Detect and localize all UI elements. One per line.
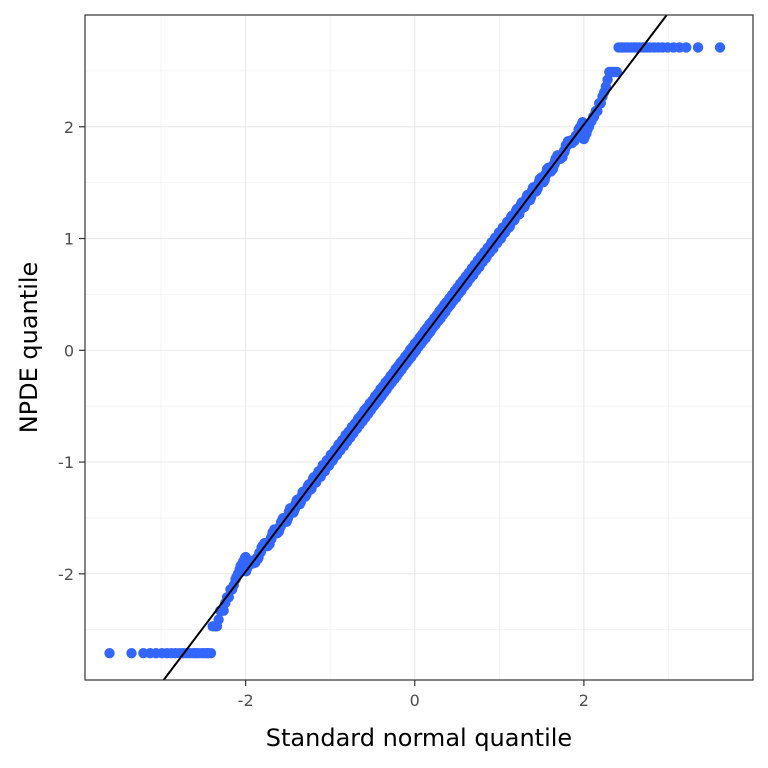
data-point	[104, 647, 115, 659]
y-tick-label: -1	[58, 453, 74, 472]
reference-line	[162, 14, 668, 681]
y-tick-label: 1	[64, 230, 74, 249]
axis-ticks	[79, 126, 585, 686]
minor-gridlines	[85, 15, 753, 680]
data-point	[126, 647, 137, 659]
y-tick-label: 2	[64, 118, 74, 137]
data-point	[205, 647, 217, 659]
data-point	[578, 133, 590, 145]
data-point	[692, 42, 704, 53]
data-point	[240, 551, 251, 563]
data-point	[613, 42, 624, 53]
data-point	[714, 42, 726, 53]
y-tick-label: 0	[64, 341, 74, 360]
data-point	[218, 605, 229, 616]
axis-tick-labels: -2 0 2 -2 -1 0 1 2	[58, 118, 589, 710]
data-point	[213, 614, 224, 625]
data-point	[604, 66, 615, 78]
y-axis-title: NPDE quantile	[15, 262, 43, 434]
data-point	[223, 592, 234, 603]
x-tick-label: 0	[410, 691, 420, 710]
x-tick-label: -2	[238, 691, 254, 710]
x-tick-label: 2	[579, 691, 589, 710]
x-axis-title: Standard normal quantile	[266, 724, 572, 752]
reference-line-layer	[162, 14, 668, 681]
panel-border	[84, 14, 754, 681]
y-tick-label: -2	[58, 565, 74, 584]
major-gridlines	[85, 15, 753, 680]
